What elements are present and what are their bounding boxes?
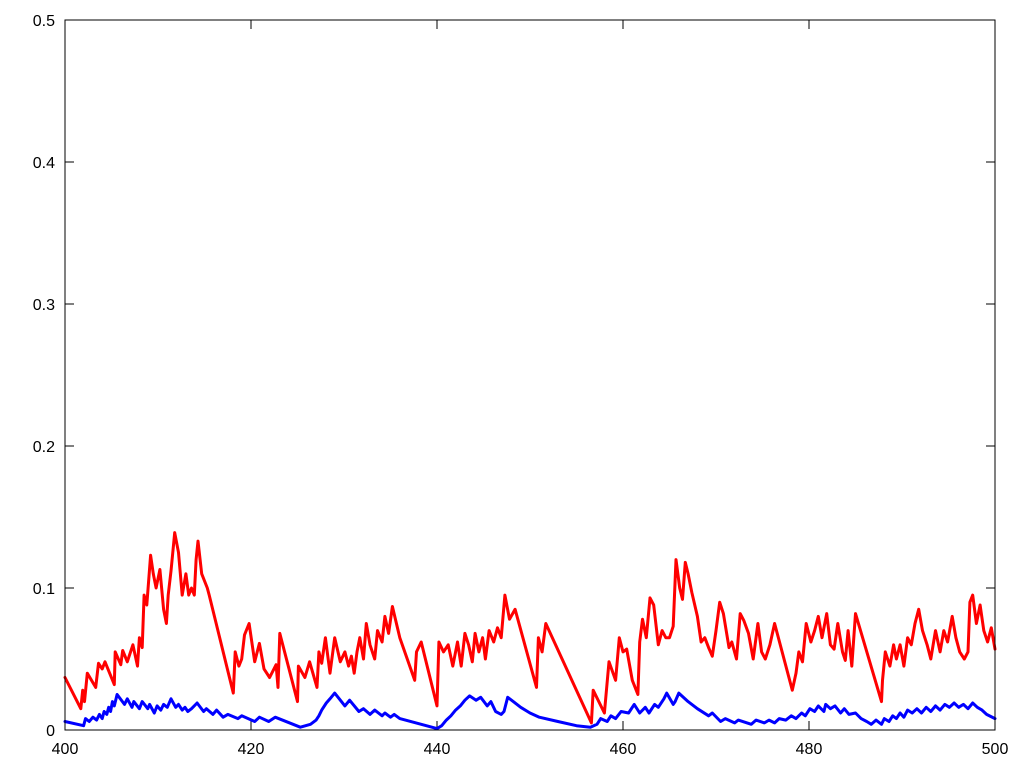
y-tick-label: 0.2 bbox=[33, 439, 55, 456]
y-tick-label: 0.5 bbox=[33, 13, 55, 30]
y-tick-label: 0.3 bbox=[33, 297, 55, 314]
tick-labels: 400 420 440 460 480 500 0 0.1 0.2 0.3 0.4 0.5 bbox=[33, 13, 1009, 758]
x-tick-label: 400 bbox=[52, 741, 79, 758]
plot-frame bbox=[64, 19, 996, 731]
x-tick-label: 480 bbox=[796, 741, 823, 758]
x-tick-label: 460 bbox=[610, 741, 637, 758]
y-tick-label: 0.4 bbox=[33, 155, 55, 172]
y-tick-label: 0.1 bbox=[33, 581, 55, 598]
x-tick-label: 420 bbox=[238, 741, 265, 758]
series-lines bbox=[63, 531, 997, 731]
series-line-1 bbox=[63, 531, 997, 725]
y-tick-label: 0 bbox=[46, 723, 55, 740]
x-tick-label: 440 bbox=[424, 741, 451, 758]
series-line-2 bbox=[63, 691, 997, 731]
x-tick-label: 500 bbox=[982, 741, 1009, 758]
